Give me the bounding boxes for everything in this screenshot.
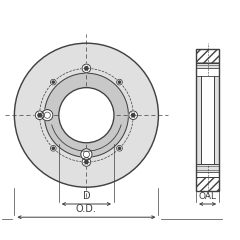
Circle shape — [85, 67, 88, 70]
Circle shape — [118, 147, 121, 150]
Bar — [201, 76, 214, 164]
Circle shape — [118, 81, 121, 83]
Bar — [196, 164, 219, 172]
Bar — [196, 59, 219, 68]
Circle shape — [129, 111, 138, 120]
Circle shape — [44, 73, 128, 157]
Circle shape — [59, 88, 114, 143]
Circle shape — [117, 79, 122, 85]
Bar — [196, 177, 219, 191]
Circle shape — [132, 114, 135, 117]
Bar — [196, 76, 219, 164]
Circle shape — [50, 79, 56, 85]
Circle shape — [52, 147, 54, 150]
Circle shape — [82, 64, 91, 73]
Text: D: D — [83, 191, 90, 201]
Circle shape — [85, 160, 88, 164]
Circle shape — [14, 43, 158, 187]
Circle shape — [50, 145, 56, 151]
Circle shape — [117, 145, 122, 151]
Circle shape — [52, 81, 54, 83]
Circle shape — [82, 158, 91, 166]
Circle shape — [35, 111, 44, 120]
Text: O.D.: O.D. — [76, 204, 97, 214]
Bar — [196, 49, 219, 191]
Bar — [196, 49, 219, 63]
Circle shape — [81, 149, 92, 160]
Text: OAL: OAL — [199, 192, 216, 201]
Circle shape — [42, 110, 53, 121]
Circle shape — [38, 114, 41, 117]
